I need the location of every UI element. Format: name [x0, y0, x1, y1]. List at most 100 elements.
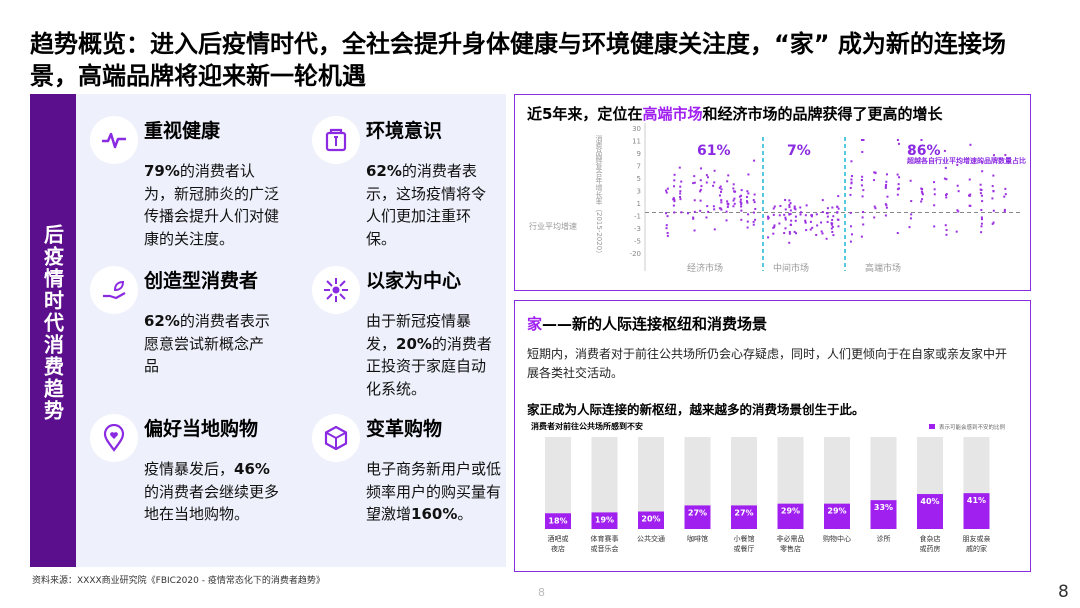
- bar-category-label: 非必需品: [777, 534, 805, 543]
- scatter-point: [885, 183, 888, 186]
- scatter-point: [746, 201, 749, 204]
- trend-environment: 环境意识 62%的消费者表示，这场疫情将令人们更加注重环保。: [312, 116, 502, 266]
- scatter-point: [773, 224, 776, 227]
- scatter-chart: 消费品牌复合年增长率（2015-2020） 行业平均增速 61% 7% 86% …: [529, 123, 1026, 274]
- bar: [917, 494, 943, 529]
- trend-text: 79%的消费者认为，新冠肺炎的广泛传播会提升人们对健康的关注度。: [144, 162, 280, 248]
- scatter-point: [810, 214, 813, 217]
- scatter-point: [861, 195, 864, 198]
- scatter-point: [861, 150, 864, 153]
- bar-label: 27%: [688, 508, 707, 517]
- scatter-point: [980, 194, 983, 197]
- scatter-point: [740, 202, 743, 205]
- scatter-point: [992, 154, 995, 157]
- scatter-point: [920, 139, 923, 141]
- scatter-point: [693, 181, 696, 184]
- scatter-point: [719, 190, 722, 193]
- scatter-point: [897, 183, 900, 186]
- bar-category-label: 购物中心: [823, 534, 851, 543]
- scatter-pct: 61%: [697, 143, 731, 159]
- bar-category-label: 夜店: [551, 544, 565, 553]
- scatter-point: [784, 218, 787, 221]
- scatter-point: [672, 198, 675, 201]
- scatter-point: [805, 204, 808, 207]
- scatter-point: [850, 233, 853, 236]
- trend-title: 重视健康: [144, 120, 221, 142]
- scatter-point: [752, 211, 755, 214]
- scatter-point: [713, 181, 716, 184]
- scatter-point: [979, 188, 982, 191]
- scatter-point: [860, 235, 863, 238]
- scatter-point: [980, 222, 983, 225]
- growth-box: 近5年来，定位在高端市场和经济市场的品牌获得了更高的增长 消费品牌复合年增长率（…: [514, 94, 1031, 291]
- scatter-point: [666, 187, 669, 190]
- scatter-point: [699, 190, 702, 193]
- scatter-point: [699, 179, 702, 182]
- scatter-point: [821, 210, 824, 213]
- trend-health: 重视健康 79%的消费者认为，新冠肺炎的广泛传播会提升人们对健康的关注度。: [90, 116, 290, 266]
- scatter-point: [885, 206, 888, 209]
- scatter-ref-label: 行业平均增速: [529, 221, 577, 231]
- scatter-point: [920, 200, 923, 203]
- bar-label: 27%: [734, 508, 753, 517]
- scatter-ytick: -3: [634, 225, 641, 233]
- scatter-point: [773, 205, 776, 208]
- bar-label: 29%: [781, 507, 800, 516]
- scatter-point: [732, 205, 735, 208]
- trend-title: 环境意识: [366, 120, 443, 142]
- scatter-point: [831, 218, 834, 221]
- scatter-group: 高端市场: [865, 262, 901, 274]
- scatter-point: [849, 186, 852, 189]
- scatter-point: [991, 222, 994, 225]
- scatter-point: [849, 240, 852, 243]
- scatter-point: [933, 225, 936, 228]
- scatter-point: [753, 159, 756, 162]
- scatter-point: [713, 228, 716, 231]
- bar-category-label: 食杂店: [920, 534, 941, 543]
- scatter-point: [832, 234, 835, 237]
- scatter-ytick: 1: [637, 200, 641, 208]
- scatter-point: [898, 142, 901, 145]
- scatter-point: [740, 205, 743, 208]
- scatter-point: [909, 217, 912, 220]
- scatter-ytick: -5: [634, 238, 641, 246]
- scatter-point: [793, 205, 796, 208]
- scatter-point: [712, 205, 715, 208]
- bar-category-label: 或餐厅: [734, 544, 755, 553]
- scatter-point: [821, 199, 824, 202]
- scatter-point: [945, 196, 948, 199]
- scatter-point: [672, 197, 675, 200]
- scatter-point: [860, 139, 863, 141]
- scatter-point: [957, 190, 960, 193]
- scatter-point: [944, 224, 947, 227]
- scatter-point: [699, 199, 702, 202]
- scatter-point: [826, 220, 829, 223]
- scatter-point: [778, 214, 781, 217]
- scatter-ytick: -1: [634, 213, 641, 221]
- scatter-point: [732, 199, 735, 202]
- scatter-point: [991, 197, 994, 200]
- scatter-point: [826, 207, 829, 210]
- scatter-point: [732, 187, 735, 190]
- scatter-ytick: 3: [637, 188, 641, 196]
- scatter-point: [979, 192, 982, 195]
- bar-label: 18%: [548, 516, 567, 525]
- scatter-point: [686, 212, 689, 215]
- scatter-point: [815, 213, 818, 216]
- scatter-point: [873, 205, 876, 208]
- scatter-point: [680, 180, 683, 183]
- scatter-point: [705, 216, 708, 219]
- scatter-point: [767, 217, 770, 220]
- scatter-point: [767, 236, 770, 239]
- scatter-point: [831, 206, 834, 209]
- scatter-point: [795, 232, 798, 235]
- scatter-point: [665, 227, 668, 230]
- scatter-ytick: 5: [637, 175, 641, 183]
- scatter-point: [732, 183, 735, 186]
- scatter-point: [945, 178, 948, 181]
- scatter-point: [725, 219, 728, 222]
- bar-label: 41%: [967, 496, 986, 505]
- trend-local: 偏好当地购物 疫情暴发后，46%的消费者会继续更多地在当地购物。: [90, 414, 290, 564]
- scatter-point: [679, 185, 682, 188]
- scatter-point: [726, 180, 729, 183]
